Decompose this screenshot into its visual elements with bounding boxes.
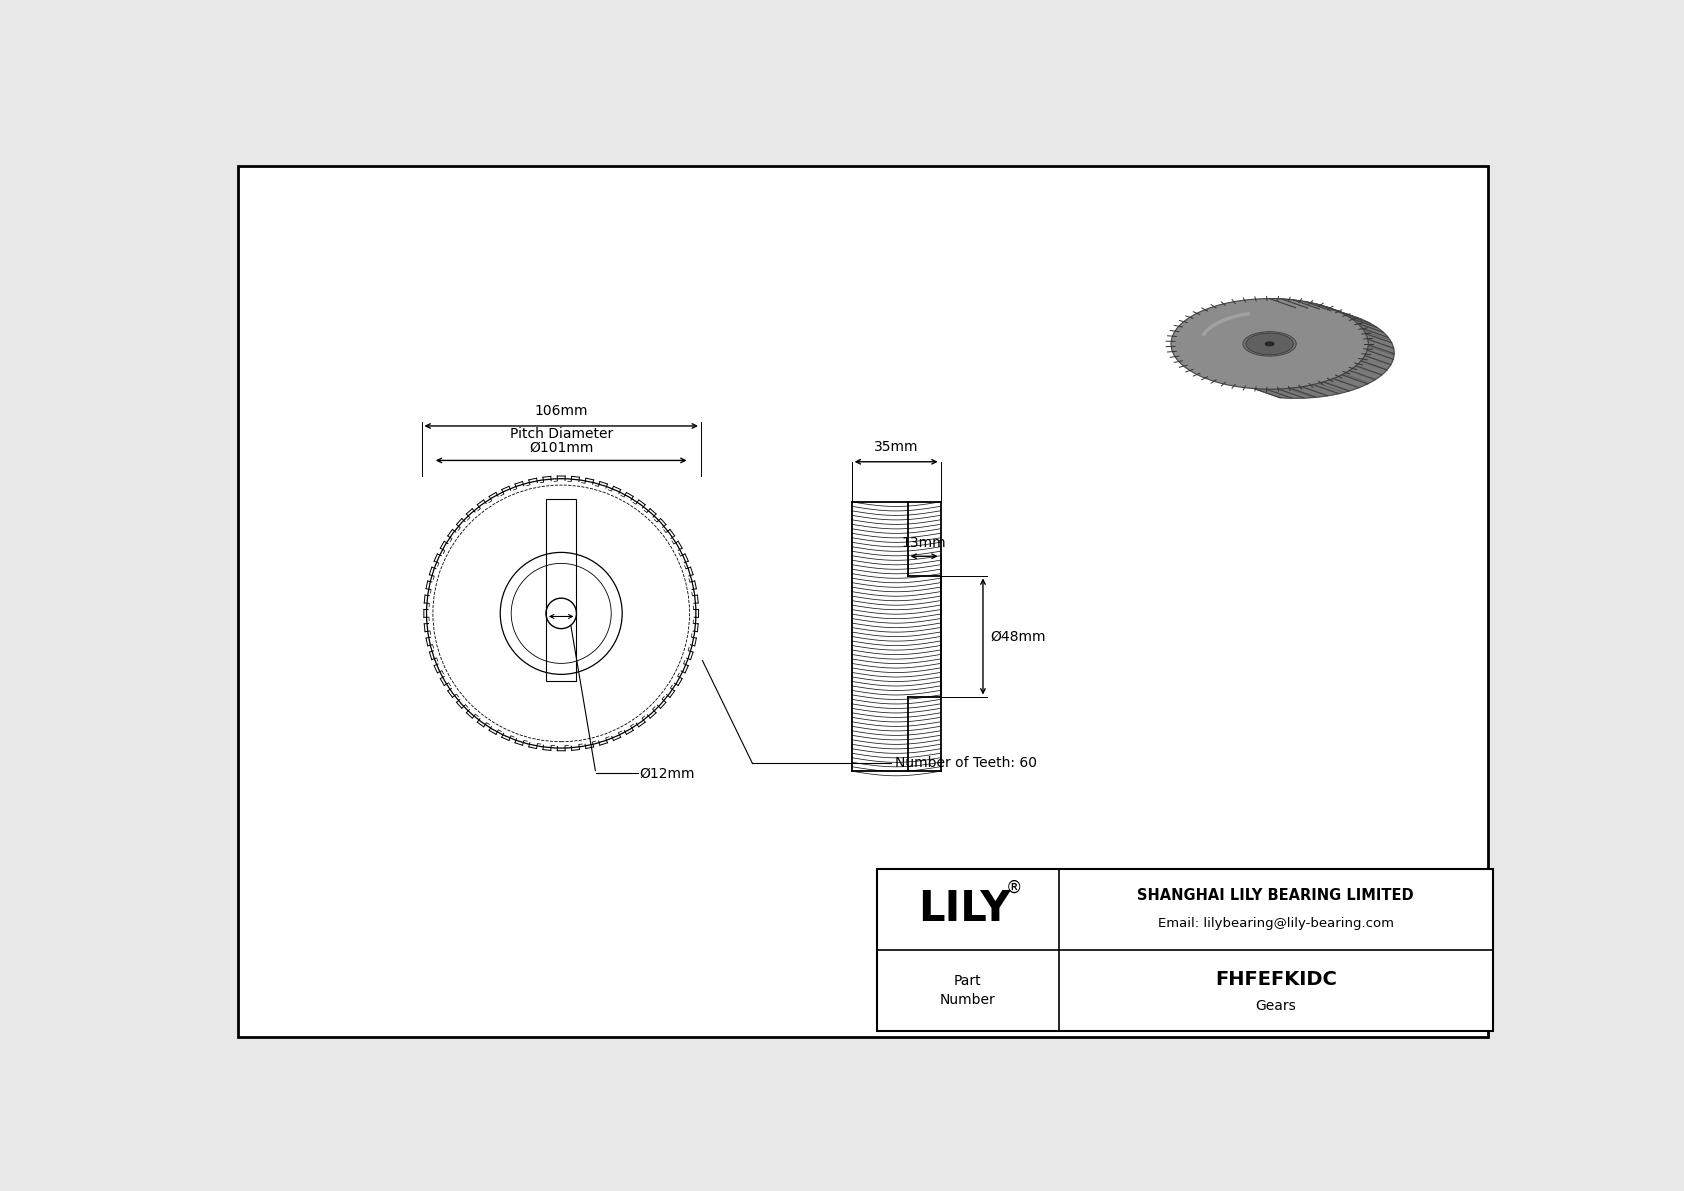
Text: 13mm: 13mm xyxy=(903,536,946,550)
Text: Pitch Diameter: Pitch Diameter xyxy=(510,428,613,441)
Text: Ø101mm: Ø101mm xyxy=(529,441,593,455)
Polygon shape xyxy=(1255,299,1394,398)
Text: SHANGHAI LILY BEARING LIMITED: SHANGHAI LILY BEARING LIMITED xyxy=(1137,888,1415,903)
Text: Ø48mm: Ø48mm xyxy=(990,630,1046,643)
Text: Gears: Gears xyxy=(1255,999,1297,1012)
Bar xyxy=(877,869,1494,1030)
Text: 35mm: 35mm xyxy=(874,441,918,454)
Bar xyxy=(546,499,576,681)
Text: Part: Part xyxy=(953,974,982,989)
Ellipse shape xyxy=(1170,299,1367,389)
Ellipse shape xyxy=(1265,342,1275,345)
Ellipse shape xyxy=(1243,331,1297,356)
Text: Number: Number xyxy=(940,992,995,1006)
Text: Email: lilybearing@lily-bearing.com: Email: lilybearing@lily-bearing.com xyxy=(1159,917,1394,930)
Text: 106mm: 106mm xyxy=(534,404,588,418)
Text: FHFEFKIDC: FHFEFKIDC xyxy=(1214,969,1337,989)
Text: ®: ® xyxy=(1005,879,1022,897)
Text: LILY: LILY xyxy=(918,888,1010,930)
Ellipse shape xyxy=(1246,333,1293,355)
Text: Number of Teeth: 60: Number of Teeth: 60 xyxy=(894,756,1037,771)
Text: Ø12mm: Ø12mm xyxy=(640,767,695,780)
